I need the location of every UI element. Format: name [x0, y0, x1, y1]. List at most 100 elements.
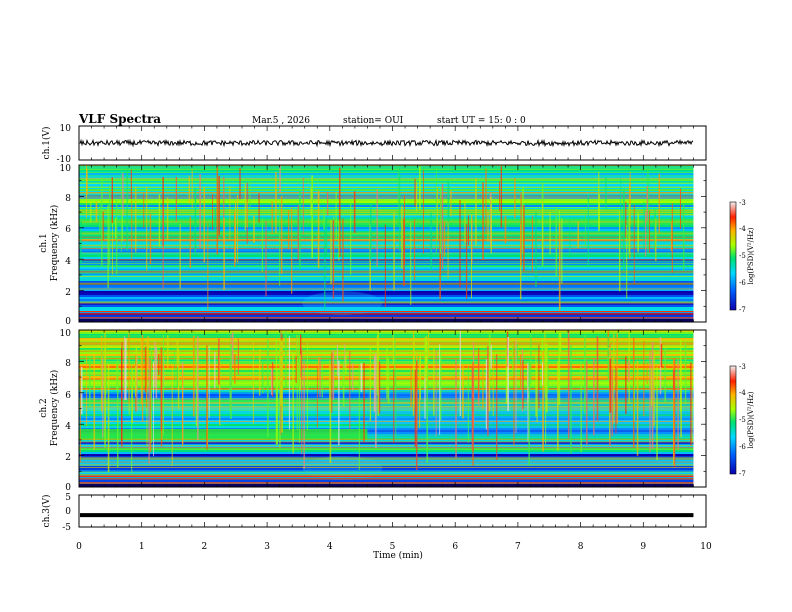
sferic-streak: [587, 194, 589, 265]
sferic-streak: [79, 366, 81, 463]
sferic-streak: [332, 350, 335, 400]
sferic-streak: [690, 362, 692, 446]
sferic-streak: [174, 351, 176, 388]
spectrogram-row: [79, 201, 694, 203]
sferic-streak: [287, 210, 290, 250]
spectrogram-row: [79, 472, 694, 474]
spectrogram-row: [79, 237, 694, 239]
xtick-10: 10: [700, 542, 712, 552]
sferic-streak: [561, 218, 563, 284]
sferic-streak: [633, 204, 635, 285]
sferic-streak: [558, 209, 561, 235]
sferic-streak: [546, 343, 548, 413]
sferic-streak: [230, 343, 232, 419]
interference-line: [79, 447, 694, 449]
sferic-streak: [331, 352, 333, 413]
spectrogram-row: [79, 352, 694, 354]
cb1-tick-4: -4: [739, 225, 746, 233]
sferic-streak: [279, 342, 281, 448]
sferic-streak: [420, 351, 421, 400]
sferic-streak: [284, 331, 287, 386]
spectrogram-row: [79, 390, 694, 392]
spectrogram-row: [79, 376, 694, 378]
sferic-streak: [217, 338, 220, 385]
sferic-streak: [611, 368, 613, 437]
sferic-streak: [136, 355, 138, 412]
interference-line: [79, 341, 694, 343]
sferic-streak: [467, 215, 469, 246]
interference-line: [79, 461, 694, 463]
cb2-tick-5: -5: [739, 416, 746, 424]
sferic-streak: [653, 349, 655, 427]
sferic-streak: [528, 361, 530, 466]
sferic-streak: [648, 210, 650, 253]
sferic-streak: [299, 190, 301, 270]
interference-line: [79, 210, 694, 212]
interference-line: [79, 272, 694, 274]
sferic-streak: [414, 178, 416, 207]
ch1-ylabel-channel: ch.1: [39, 233, 49, 252]
sferic-streak: [342, 218, 344, 302]
sferic-streak: [249, 180, 251, 208]
sferic-streak: [397, 166, 399, 225]
interference-line: [79, 212, 694, 213]
interference-line: [79, 169, 694, 170]
sferic-streak: [153, 361, 155, 457]
ch1-ytick-bottom: -10: [57, 155, 72, 165]
sferic-streak: [691, 365, 693, 444]
sferic-streak: [427, 330, 430, 358]
sferic-streak: [140, 340, 142, 405]
ch1-ylabel-frequency: Frequency (kHz): [49, 205, 60, 282]
sferic-streak: [345, 352, 347, 375]
xtick-2: 2: [202, 542, 208, 552]
sferic-streak: [623, 190, 625, 272]
sferic-streak: [122, 173, 124, 217]
spectrogram-row: [79, 277, 694, 279]
sferic-streak: [596, 336, 599, 421]
sferic-streak: [258, 193, 260, 223]
base-band: [79, 483, 694, 487]
interference-line: [79, 402, 694, 404]
interference-line: [79, 438, 694, 440]
interference-line: [79, 415, 694, 417]
sferic-streak: [513, 341, 515, 446]
interference-line: [79, 398, 694, 400]
sferic-streak: [410, 222, 412, 305]
ch3-ytick-mid: 0: [65, 507, 71, 517]
spectrogram-row: [79, 382, 694, 384]
sferic-streak: [482, 364, 484, 409]
sferic-streak: [203, 187, 205, 263]
ch2-ylabel-frequency: Frequency (kHz): [49, 370, 60, 447]
start-ut-label: start UT = 15: 0 : 0: [437, 116, 526, 126]
interference-line: [79, 232, 694, 234]
xtick-6: 6: [452, 542, 458, 552]
interference-line: [79, 246, 694, 248]
interference-line: [79, 368, 694, 370]
sferic-streak: [504, 215, 507, 244]
interference-line: [79, 448, 694, 450]
sferic-streak: [206, 345, 208, 450]
interference-line: [79, 266, 694, 268]
sferic-streak: [162, 205, 164, 290]
interference-line: [79, 214, 694, 216]
sferic-streak: [522, 360, 524, 409]
sferic-streak: [157, 353, 160, 376]
sferic-streak: [150, 348, 153, 443]
sferic-streak: [490, 344, 492, 369]
sferic-streak: [492, 355, 494, 416]
sferic-streak: [620, 178, 622, 259]
sferic-streak: [344, 344, 346, 368]
cb2-tick-4: -4: [739, 389, 746, 397]
sferic-streak: [171, 363, 173, 466]
sferic-streak: [317, 190, 320, 269]
sferic-streak: [649, 351, 651, 453]
sferic-streak: [237, 195, 239, 263]
interference-line: [79, 344, 694, 345]
spectrogram-row: [79, 189, 694, 191]
spectrogram-row: [79, 384, 694, 386]
interference-line: [79, 245, 694, 247]
sferic-streak: [107, 205, 109, 289]
ch1-colorbar: -3 -4 -5 -6 -7 log(PSD)(V²/Hz): [729, 199, 755, 314]
sferic-streak: [100, 336, 103, 412]
